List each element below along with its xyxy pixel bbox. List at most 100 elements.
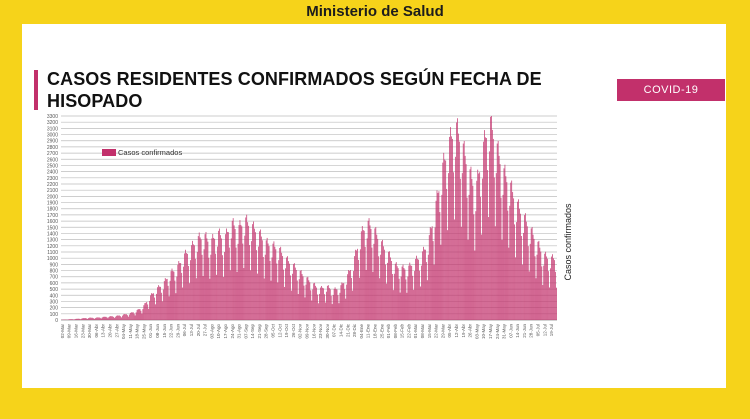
x-tick-label: 16-Nov bbox=[311, 323, 316, 338]
bar bbox=[472, 185, 474, 320]
bar bbox=[110, 316, 112, 320]
bar bbox=[405, 279, 407, 320]
bar bbox=[84, 318, 85, 320]
bar bbox=[87, 318, 88, 320]
bar bbox=[259, 229, 261, 320]
bar bbox=[162, 289, 164, 320]
bar bbox=[444, 159, 446, 320]
bar bbox=[263, 278, 265, 320]
bar bbox=[64, 319, 66, 320]
bar bbox=[186, 253, 187, 320]
bar bbox=[229, 270, 231, 320]
y-tick-label: 3300 bbox=[47, 114, 58, 120]
bar bbox=[135, 312, 137, 320]
bar bbox=[320, 287, 321, 320]
bar bbox=[371, 247, 373, 320]
bar bbox=[466, 197, 468, 320]
bar bbox=[206, 238, 208, 320]
bar bbox=[306, 277, 308, 320]
bar bbox=[106, 317, 108, 320]
bar bbox=[368, 218, 370, 320]
bar bbox=[77, 318, 79, 320]
bar bbox=[447, 230, 449, 320]
y-tick-label: 100 bbox=[50, 312, 59, 318]
bar bbox=[475, 211, 477, 320]
bar bbox=[455, 156, 456, 320]
bar bbox=[493, 177, 495, 320]
bar bbox=[485, 137, 486, 320]
bar bbox=[339, 292, 341, 320]
bar bbox=[419, 270, 420, 320]
bar bbox=[459, 178, 461, 320]
bar bbox=[436, 190, 438, 320]
bar bbox=[543, 265, 545, 320]
bar bbox=[363, 230, 365, 320]
bar bbox=[337, 295, 339, 320]
bar bbox=[112, 316, 114, 320]
bar bbox=[311, 300, 313, 320]
y-tick-label: 1400 bbox=[47, 231, 58, 237]
bar bbox=[272, 243, 274, 320]
bar bbox=[426, 280, 428, 320]
bar bbox=[398, 278, 400, 320]
bar bbox=[170, 271, 172, 320]
bar bbox=[375, 227, 377, 320]
y-tick-label: 0 bbox=[55, 318, 58, 324]
bar bbox=[299, 270, 301, 320]
title-accent-bar bbox=[34, 70, 38, 110]
bar bbox=[288, 261, 289, 320]
covid-badge: COVID-19 bbox=[617, 79, 725, 101]
bar bbox=[105, 316, 107, 320]
bar bbox=[231, 220, 233, 320]
bar bbox=[123, 314, 124, 320]
bar bbox=[379, 278, 381, 320]
bar bbox=[195, 278, 197, 320]
bar bbox=[383, 246, 384, 320]
bar bbox=[378, 256, 380, 320]
bar bbox=[180, 263, 182, 320]
bar bbox=[178, 261, 180, 320]
y-tick-label: 2700 bbox=[47, 151, 58, 157]
x-tick-label: 05-Abr bbox=[447, 324, 452, 338]
bar bbox=[153, 293, 154, 320]
bar bbox=[71, 319, 73, 320]
bar bbox=[469, 169, 471, 320]
bar bbox=[504, 164, 506, 320]
x-tick-label: 20-Abr bbox=[107, 324, 112, 338]
bar bbox=[325, 302, 326, 320]
bar bbox=[313, 283, 315, 320]
bar bbox=[494, 226, 496, 320]
bar bbox=[422, 251, 423, 320]
bar bbox=[356, 250, 357, 320]
x-tick-label: 22-Jun bbox=[169, 324, 174, 338]
x-tick-label: 08-Feb bbox=[393, 324, 398, 339]
y-tick-label: 800 bbox=[50, 269, 59, 275]
bar bbox=[154, 297, 155, 320]
x-tick-label: 25-Ene bbox=[379, 324, 384, 339]
bar bbox=[102, 316, 104, 320]
x-tick-label: 07-Jun bbox=[508, 324, 513, 338]
bar bbox=[372, 271, 374, 320]
bar bbox=[515, 257, 516, 320]
bar bbox=[391, 261, 392, 320]
bar bbox=[457, 118, 458, 320]
bar bbox=[365, 269, 367, 320]
bar bbox=[86, 318, 87, 320]
bar bbox=[218, 230, 219, 320]
bar bbox=[547, 258, 548, 320]
y-tick-label: 2300 bbox=[47, 176, 58, 182]
x-tick-label: 22-Feb bbox=[406, 324, 411, 339]
bar bbox=[245, 217, 247, 320]
bar bbox=[241, 226, 243, 320]
bar bbox=[275, 249, 277, 320]
bar bbox=[268, 246, 270, 320]
bar bbox=[117, 315, 118, 320]
bar bbox=[196, 252, 198, 320]
bar bbox=[273, 241, 275, 320]
y-tick-label: 1300 bbox=[47, 238, 58, 244]
x-tick-label: 11-Ene bbox=[366, 324, 371, 339]
bar bbox=[421, 265, 422, 320]
y-tick-label: 1800 bbox=[47, 207, 58, 213]
bar bbox=[89, 317, 90, 320]
bar bbox=[228, 247, 230, 320]
